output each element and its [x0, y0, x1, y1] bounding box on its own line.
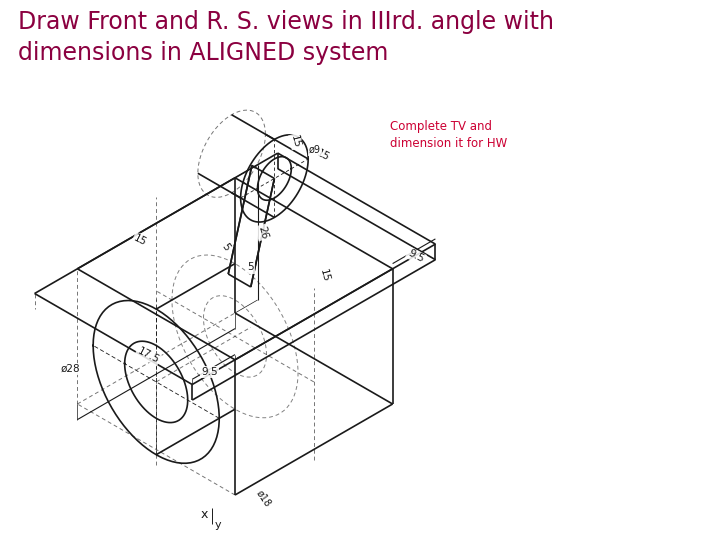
Text: 15: 15: [318, 268, 330, 284]
Text: Complete TV and
dimension it for HW: Complete TV and dimension it for HW: [390, 120, 508, 150]
Text: Draw Front and R. S. views in IIIrd. angle with
dimensions in ALIGNED system: Draw Front and R. S. views in IIIrd. ang…: [18, 10, 554, 65]
Text: 5: 5: [248, 262, 254, 273]
Text: 15: 15: [132, 233, 148, 248]
Text: ø18: ø18: [254, 488, 273, 509]
Text: 15: 15: [289, 134, 302, 149]
Text: 9.5: 9.5: [202, 367, 218, 377]
Text: 26: 26: [256, 225, 269, 240]
Text: 15: 15: [315, 148, 331, 163]
Text: 5: 5: [220, 241, 232, 252]
Text: y: y: [215, 519, 221, 530]
Text: x: x: [200, 508, 208, 521]
Text: 17.5: 17.5: [135, 346, 161, 365]
Text: ø9: ø9: [309, 145, 321, 155]
Text: 9.5: 9.5: [406, 248, 426, 265]
Text: ø28: ø28: [60, 364, 81, 374]
